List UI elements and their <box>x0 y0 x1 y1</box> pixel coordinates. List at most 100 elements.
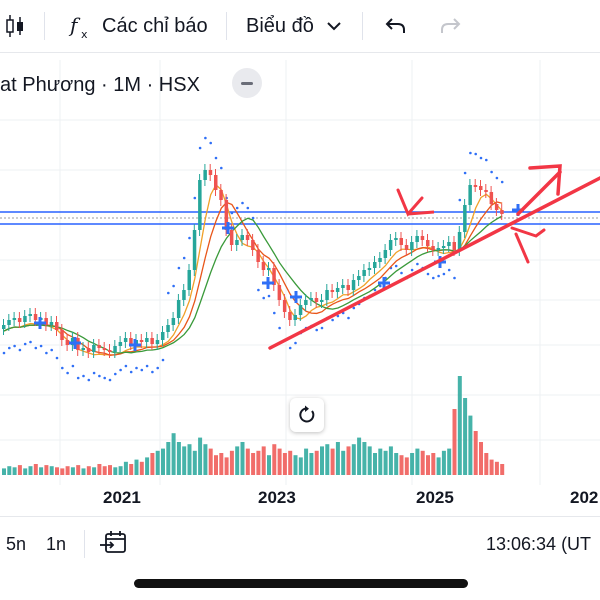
candles <box>2 164 504 358</box>
sar-dot <box>267 294 271 298</box>
candle-body <box>166 325 170 332</box>
goto-date-button[interactable] <box>100 530 128 561</box>
candle-body <box>452 242 456 250</box>
collapse-legend-button[interactable] <box>232 68 262 98</box>
candles-button[interactable] <box>4 0 26 52</box>
volume-bar <box>452 409 457 475</box>
moving-averages <box>3 183 503 356</box>
sar-dot <box>50 348 53 352</box>
sar-dot <box>34 346 38 350</box>
candle-body <box>447 242 451 246</box>
moving-average-line <box>3 183 503 356</box>
reset-chart-button[interactable] <box>290 398 324 432</box>
x-axis-label: 2023 <box>258 488 296 507</box>
toolbar-divider <box>226 12 227 40</box>
candle-body <box>404 245 409 250</box>
volume-bar <box>229 450 234 475</box>
volume-bar <box>214 455 218 475</box>
volume-bar <box>123 461 128 475</box>
sar-dot <box>172 284 175 288</box>
candle-body <box>118 342 123 346</box>
candle-body <box>23 316 27 322</box>
sar-dot <box>432 276 435 280</box>
candle-body <box>256 250 260 262</box>
candle-body <box>298 305 303 315</box>
candle-body <box>415 236 419 242</box>
candle-body <box>473 185 478 187</box>
candle-body <box>203 170 207 180</box>
chart-type-dropdown[interactable]: Biểu đồ <box>246 0 342 52</box>
timeframe-1n-button[interactable]: 1n <box>46 534 67 554</box>
candle-body <box>33 314 38 320</box>
moving-average-line <box>3 215 503 354</box>
horizontal-levels <box>0 211 600 225</box>
volume-bar <box>76 465 81 475</box>
candle-body <box>229 230 234 245</box>
trend-line <box>268 176 600 350</box>
candle-body <box>171 318 176 325</box>
candle-body <box>2 325 6 329</box>
candle-body <box>208 170 213 175</box>
candle-body <box>277 285 282 300</box>
sar-dot <box>485 158 488 162</box>
candle-body <box>49 322 54 325</box>
sar-dot <box>453 276 456 280</box>
candle-body <box>410 242 414 250</box>
sar-dot <box>188 236 191 240</box>
sar-dot <box>8 346 11 350</box>
volume-bar <box>139 461 144 475</box>
sar-dot <box>320 326 324 330</box>
volume-bar <box>282 453 287 475</box>
volume-bar <box>129 464 134 475</box>
candle-body <box>388 240 393 250</box>
indicators-button[interactable]: f x Các chỉ báo <box>68 0 208 52</box>
volume-bar <box>351 444 356 475</box>
candle-body <box>426 240 430 246</box>
redo-button[interactable] <box>438 0 462 52</box>
volume-bar <box>399 455 404 475</box>
sar-dot <box>426 272 430 276</box>
sar-dot <box>246 206 250 210</box>
price-chart[interactable] <box>0 53 600 515</box>
sar-dot <box>182 256 186 260</box>
indicators-label: Các chỉ báo <box>102 14 208 37</box>
sar-dot <box>66 371 69 375</box>
sar-dot <box>45 351 48 355</box>
sar-dot <box>416 262 419 266</box>
sar-dot <box>177 266 181 270</box>
timeframe-5n-button[interactable]: 5n <box>6 534 27 554</box>
sar-dot <box>103 376 106 380</box>
volume-bar <box>489 459 494 475</box>
candle-body <box>463 205 467 232</box>
sar-dot <box>129 370 133 374</box>
sar-dot <box>151 370 154 374</box>
candle-body <box>97 345 101 348</box>
sar-dot <box>479 156 483 160</box>
candle-body <box>357 276 361 280</box>
candle-body <box>346 285 350 290</box>
top-toolbar: f x Các chỉ báo Biểu đồ <box>0 0 600 53</box>
candle-body <box>123 338 128 342</box>
sar-dot <box>140 368 144 372</box>
candle-body <box>399 238 403 245</box>
volume-bar <box>203 444 208 475</box>
volume-bar <box>298 457 303 475</box>
symbol-legend[interactable]: at Phương · 1M · HSX <box>0 70 200 100</box>
redo-icon <box>441 18 461 33</box>
candle-body <box>113 346 117 352</box>
chart-canvas[interactable] <box>0 53 600 515</box>
volume-bar <box>176 442 181 475</box>
x-axis-label: 2025 <box>416 488 454 507</box>
candle-body <box>65 340 70 345</box>
signal-markers <box>34 204 524 351</box>
sar-dot <box>167 291 170 295</box>
sar-dot <box>469 151 472 155</box>
undo-button[interactable] <box>384 0 408 52</box>
toolbar-divider <box>44 12 45 40</box>
sar-dot <box>2 351 6 355</box>
volume-bar <box>70 467 75 475</box>
up-arrow-annotation <box>528 164 562 196</box>
candle-body <box>500 210 504 214</box>
candle-body <box>288 312 292 320</box>
sar-dot <box>135 366 138 370</box>
